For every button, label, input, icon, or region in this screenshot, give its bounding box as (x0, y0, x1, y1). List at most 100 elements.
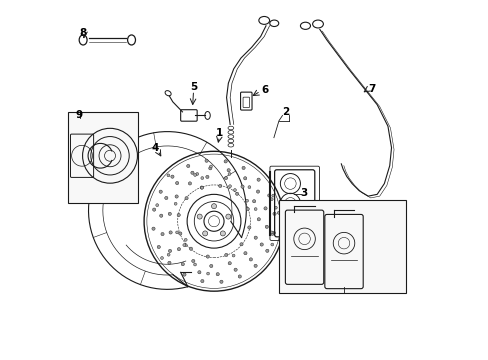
Circle shape (201, 177, 203, 180)
Circle shape (224, 176, 227, 180)
Circle shape (227, 262, 231, 265)
Text: 9: 9 (76, 110, 83, 120)
Circle shape (184, 197, 188, 200)
Circle shape (253, 264, 257, 267)
Circle shape (206, 255, 209, 258)
Text: 4: 4 (151, 143, 158, 153)
Circle shape (270, 198, 273, 201)
Circle shape (190, 171, 194, 174)
Circle shape (220, 280, 223, 283)
Bar (68, 112, 138, 203)
Text: 2: 2 (282, 107, 289, 117)
Circle shape (270, 243, 273, 246)
Circle shape (233, 189, 236, 192)
Circle shape (254, 208, 257, 211)
Circle shape (195, 172, 198, 175)
Circle shape (245, 207, 249, 211)
Circle shape (232, 254, 235, 257)
Text: 3: 3 (300, 188, 306, 198)
Circle shape (245, 199, 248, 202)
Text: 1: 1 (215, 128, 223, 138)
Circle shape (170, 175, 174, 178)
Circle shape (175, 231, 178, 234)
Circle shape (224, 160, 227, 163)
Circle shape (234, 268, 237, 271)
Circle shape (254, 236, 257, 239)
Circle shape (166, 174, 169, 177)
Text: 5: 5 (189, 82, 197, 92)
Circle shape (220, 231, 225, 236)
Circle shape (193, 174, 196, 176)
Circle shape (174, 202, 177, 205)
Circle shape (218, 184, 222, 188)
Circle shape (247, 226, 250, 229)
Circle shape (189, 247, 192, 250)
Circle shape (244, 252, 246, 255)
Circle shape (224, 253, 227, 257)
Circle shape (164, 196, 167, 199)
Circle shape (265, 249, 268, 252)
Circle shape (167, 261, 171, 265)
Circle shape (208, 167, 211, 170)
Circle shape (159, 190, 162, 193)
Circle shape (186, 165, 189, 168)
Circle shape (197, 214, 202, 219)
Circle shape (216, 273, 219, 276)
Circle shape (228, 185, 231, 188)
Circle shape (178, 232, 182, 235)
Circle shape (277, 211, 280, 214)
Circle shape (264, 225, 268, 228)
Circle shape (169, 231, 172, 234)
Circle shape (238, 275, 241, 278)
Circle shape (168, 212, 171, 215)
Circle shape (247, 186, 250, 189)
Circle shape (271, 194, 274, 197)
Circle shape (270, 233, 273, 235)
Circle shape (200, 186, 203, 189)
Circle shape (257, 218, 260, 221)
Circle shape (152, 227, 155, 230)
Circle shape (211, 204, 216, 209)
Circle shape (252, 200, 255, 203)
Circle shape (272, 212, 276, 215)
Circle shape (156, 204, 158, 207)
Circle shape (267, 194, 270, 197)
Bar (278, 200, 405, 293)
Text: 6: 6 (261, 85, 268, 95)
Circle shape (225, 214, 230, 219)
Circle shape (188, 182, 191, 185)
Circle shape (243, 177, 246, 180)
Circle shape (183, 244, 185, 247)
Circle shape (240, 243, 243, 246)
Circle shape (181, 262, 184, 266)
Circle shape (152, 208, 156, 211)
Circle shape (193, 263, 196, 266)
Circle shape (226, 168, 230, 172)
Circle shape (257, 178, 260, 181)
Circle shape (227, 172, 230, 175)
Circle shape (272, 231, 275, 234)
Circle shape (249, 258, 252, 261)
Circle shape (167, 253, 170, 256)
Circle shape (206, 272, 209, 275)
Circle shape (209, 264, 212, 267)
Circle shape (242, 166, 244, 170)
Circle shape (201, 279, 203, 283)
Circle shape (270, 231, 272, 234)
Circle shape (157, 246, 160, 249)
Circle shape (161, 233, 164, 236)
Circle shape (177, 213, 180, 217)
Circle shape (274, 206, 277, 209)
Circle shape (235, 192, 238, 195)
Circle shape (256, 190, 259, 193)
Circle shape (264, 207, 266, 210)
Text: 8: 8 (80, 28, 86, 38)
Circle shape (204, 159, 208, 162)
Circle shape (175, 181, 179, 185)
Circle shape (159, 214, 163, 217)
Circle shape (260, 243, 263, 246)
Circle shape (168, 249, 171, 252)
Circle shape (191, 260, 195, 262)
Circle shape (160, 257, 163, 260)
Circle shape (184, 244, 187, 247)
